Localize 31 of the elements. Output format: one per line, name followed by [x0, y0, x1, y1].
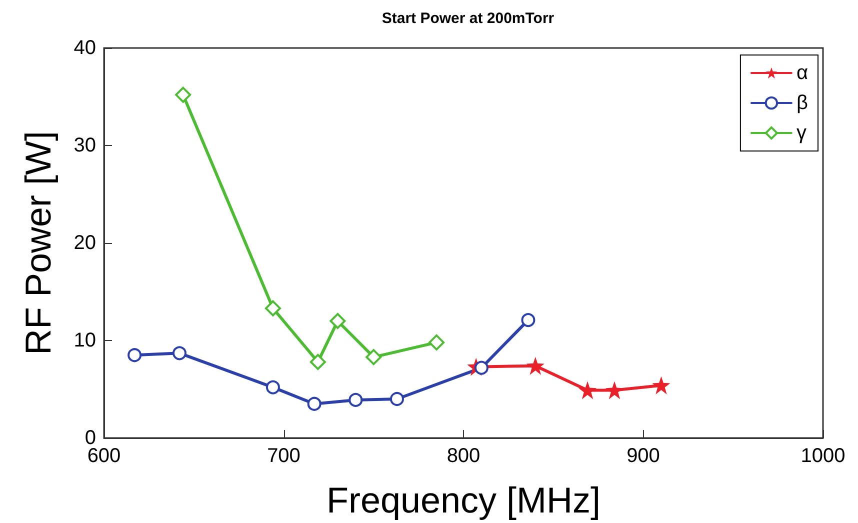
point — [605, 381, 624, 400]
point — [390, 392, 404, 406]
y-tick-label: 10 — [74, 330, 96, 352]
chart-title: Start Power at 200mTorr — [382, 10, 554, 27]
y-axis-title: RF Power [W] — [18, 130, 58, 356]
point — [266, 380, 280, 394]
point — [330, 313, 346, 329]
x-tick-label: 1000 — [800, 445, 846, 467]
point — [264, 300, 281, 316]
point — [366, 349, 382, 366]
x-axis-title: Frequency [MHz] — [326, 480, 601, 520]
legend-label: α — [796, 62, 808, 84]
point — [310, 354, 326, 370]
point — [128, 348, 142, 362]
legend-label: β — [796, 92, 808, 114]
point — [652, 376, 670, 394]
point — [428, 334, 445, 350]
point — [175, 86, 192, 103]
x-tick-label: 800 — [446, 445, 480, 467]
point — [526, 356, 544, 375]
x-tick-label: 900 — [626, 445, 660, 467]
legend-label: γ — [796, 122, 806, 144]
x-tick-label: 700 — [267, 445, 300, 467]
y-tick-label: 40 — [74, 37, 96, 59]
point — [348, 392, 363, 407]
y-tick-label: 30 — [74, 134, 96, 156]
point — [172, 346, 186, 360]
point — [307, 396, 322, 411]
point — [578, 381, 597, 400]
point — [521, 313, 536, 328]
y-tick-label: 20 — [74, 232, 96, 254]
